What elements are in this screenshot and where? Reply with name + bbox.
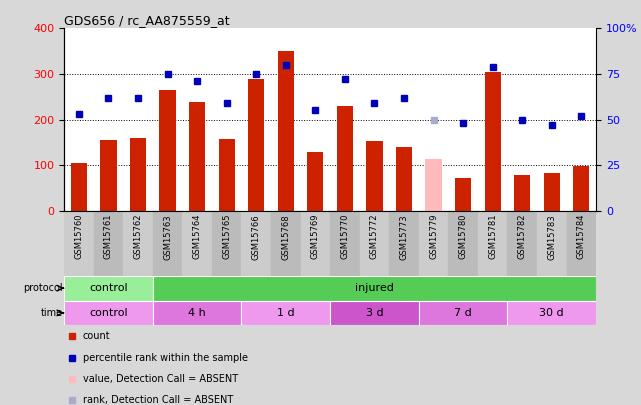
Text: rank, Detection Call = ABSENT: rank, Detection Call = ABSENT	[83, 395, 233, 405]
Bar	[100, 140, 117, 211]
Text: time: time	[41, 308, 63, 318]
Text: control: control	[89, 283, 128, 293]
Text: GSM15769: GSM15769	[311, 214, 320, 260]
Bar	[278, 51, 294, 211]
Bar	[153, 211, 182, 276]
Bar	[573, 166, 590, 211]
Text: GSM15780: GSM15780	[458, 214, 468, 260]
Bar	[330, 301, 419, 325]
Text: GSM15784: GSM15784	[577, 214, 586, 260]
Bar	[567, 211, 596, 276]
Text: 7 d: 7 d	[454, 308, 472, 318]
Bar	[419, 301, 508, 325]
Bar	[64, 211, 94, 276]
Text: GSM15763: GSM15763	[163, 214, 172, 260]
Bar	[64, 276, 153, 301]
Bar	[189, 102, 205, 211]
Bar	[396, 147, 412, 211]
Text: GSM15768: GSM15768	[281, 214, 290, 260]
Text: count: count	[83, 331, 110, 341]
Bar	[71, 163, 87, 211]
Text: GSM15782: GSM15782	[518, 214, 527, 260]
Bar	[360, 211, 389, 276]
Text: control: control	[89, 308, 128, 318]
Text: GSM15781: GSM15781	[488, 214, 497, 260]
Bar	[366, 141, 383, 211]
Bar	[301, 211, 330, 276]
Bar	[64, 301, 153, 325]
Text: 30 d: 30 d	[540, 308, 564, 318]
Bar	[219, 139, 235, 211]
Text: GSM15779: GSM15779	[429, 214, 438, 260]
Text: GSM15760: GSM15760	[74, 214, 83, 260]
Text: 3 d: 3 d	[365, 308, 383, 318]
Bar	[426, 159, 442, 211]
Text: GSM15773: GSM15773	[399, 214, 408, 260]
Text: GDS656 / rc_AA875559_at: GDS656 / rc_AA875559_at	[64, 14, 229, 27]
Bar	[123, 211, 153, 276]
Text: GSM15772: GSM15772	[370, 214, 379, 260]
Bar	[485, 72, 501, 211]
Bar	[389, 211, 419, 276]
Text: GSM15770: GSM15770	[340, 214, 349, 260]
Bar	[248, 79, 264, 211]
Text: GSM15761: GSM15761	[104, 214, 113, 260]
Bar	[242, 301, 330, 325]
Bar	[514, 175, 530, 211]
Bar	[212, 211, 242, 276]
Bar	[94, 211, 123, 276]
Text: GSM15765: GSM15765	[222, 214, 231, 260]
Bar	[182, 211, 212, 276]
Bar	[544, 173, 560, 211]
Bar	[242, 211, 271, 276]
Bar	[330, 211, 360, 276]
Text: protocol: protocol	[24, 283, 63, 293]
Text: 4 h: 4 h	[188, 308, 206, 318]
Bar	[478, 211, 508, 276]
Bar	[307, 152, 324, 211]
Text: injured: injured	[355, 283, 394, 293]
Bar	[153, 301, 242, 325]
Bar	[130, 138, 146, 211]
Text: 1 d: 1 d	[277, 308, 295, 318]
Bar	[537, 211, 567, 276]
Bar	[153, 276, 596, 301]
Bar	[455, 178, 471, 211]
Bar	[419, 211, 448, 276]
Text: GSM15766: GSM15766	[252, 214, 261, 260]
Text: percentile rank within the sample: percentile rank within the sample	[83, 352, 247, 362]
Bar	[508, 211, 537, 276]
Text: value, Detection Call = ABSENT: value, Detection Call = ABSENT	[83, 374, 238, 384]
Bar	[160, 90, 176, 211]
Text: GSM15762: GSM15762	[133, 214, 142, 260]
Bar	[448, 211, 478, 276]
Bar	[508, 301, 596, 325]
Text: GSM15783: GSM15783	[547, 214, 556, 260]
Text: GSM15764: GSM15764	[192, 214, 202, 260]
Bar	[271, 211, 301, 276]
Bar	[337, 106, 353, 211]
